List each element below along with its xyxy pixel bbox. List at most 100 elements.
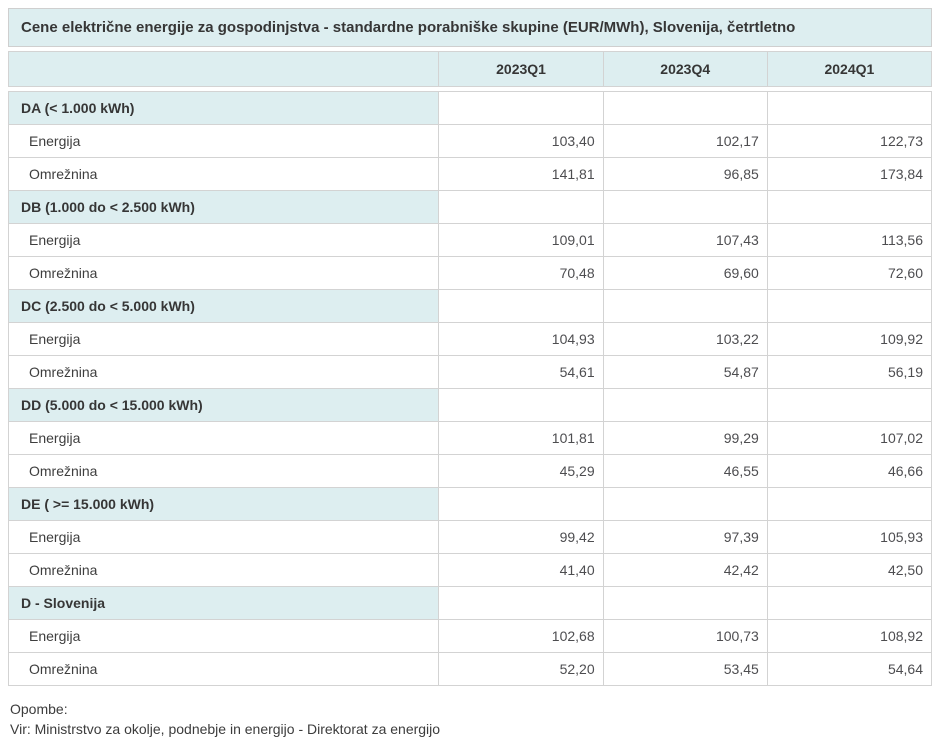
- row-label: Energija: [7, 520, 440, 554]
- empty-cell: [602, 190, 768, 224]
- value-cell: 54,61: [438, 355, 604, 389]
- value-cell: 103,22: [602, 322, 768, 356]
- source-line: Vir: Ministrstvo za okolje, podnebje in …: [10, 721, 441, 737]
- price-table: DA (< 1.000 kWh) Energija 103,40 102,17 …: [7, 91, 933, 686]
- row-label: Omrežnina: [7, 355, 440, 389]
- column-header-row: 2023Q1 2023Q4 2024Q1: [7, 51, 933, 87]
- value-cell: 70,48: [438, 256, 604, 290]
- table-title: Cene električne energije za gospodinjstv…: [8, 8, 932, 47]
- value-cell: 72,60: [766, 256, 933, 290]
- row-label: Omrežnina: [7, 157, 440, 191]
- empty-cell: [438, 487, 604, 521]
- value-cell: 104,93: [438, 322, 604, 356]
- group-header-row-da: DA (< 1.000 kWh): [7, 91, 933, 125]
- row-label: Energija: [7, 124, 440, 158]
- row-label: Energija: [7, 223, 440, 257]
- value-cell: 42,50: [766, 553, 933, 587]
- value-cell: 53,45: [602, 652, 768, 686]
- empty-cell: [766, 91, 933, 125]
- value-cell: 103,40: [438, 124, 604, 158]
- empty-cell: [766, 487, 933, 521]
- page: Cene električne energije za gospodinjstv…: [7, 8, 933, 737]
- value-cell: 113,56: [766, 223, 933, 257]
- table-row: Energija 101,81 99,29 107,02: [7, 421, 933, 455]
- value-cell: 141,81: [438, 157, 604, 191]
- table-row: Omrežnina 70,48 69,60 72,60: [7, 256, 933, 290]
- column-header-table: 2023Q1 2023Q4 2024Q1: [7, 51, 933, 87]
- empty-cell: [602, 91, 768, 125]
- value-cell: 102,68: [438, 619, 604, 653]
- empty-cell: [602, 586, 768, 620]
- row-label: Energija: [7, 619, 440, 653]
- group-label: D - Slovenija: [7, 586, 440, 620]
- row-label: Omrežnina: [7, 256, 440, 290]
- value-cell: 107,02: [766, 421, 933, 455]
- empty-cell: [766, 388, 933, 422]
- table-row: Omrežnina 54,61 54,87 56,19: [7, 355, 933, 389]
- value-cell: 46,66: [766, 454, 933, 488]
- value-cell: 122,73: [766, 124, 933, 158]
- value-cell: 45,29: [438, 454, 604, 488]
- empty-cell: [438, 289, 604, 323]
- table-row: Energija 102,68 100,73 108,92: [7, 619, 933, 653]
- value-cell: 102,17: [602, 124, 768, 158]
- table-row: Omrežnina 41,40 42,42 42,50: [7, 553, 933, 587]
- value-cell: 54,87: [602, 355, 768, 389]
- table-row: Omrežnina 45,29 46,55 46,66: [7, 454, 933, 488]
- table-row: Energija 99,42 97,39 105,93: [7, 520, 933, 554]
- value-cell: 108,92: [766, 619, 933, 653]
- empty-cell: [766, 190, 933, 224]
- value-cell: 56,19: [766, 355, 933, 389]
- table-row: Energija 104,93 103,22 109,92: [7, 322, 933, 356]
- notes-label: Opombe:: [10, 701, 68, 717]
- row-label: Omrežnina: [7, 652, 440, 686]
- value-cell: 69,60: [602, 256, 768, 290]
- group-label: DB (1.000 do < 2.500 kWh): [7, 190, 440, 224]
- group-header-row-db: DB (1.000 do < 2.500 kWh): [7, 190, 933, 224]
- value-cell: 54,64: [766, 652, 933, 686]
- empty-cell: [602, 487, 768, 521]
- column-header-2024q1: 2024Q1: [766, 51, 933, 87]
- group-label: DE ( >= 15.000 kWh): [7, 487, 440, 521]
- value-cell: 41,40: [438, 553, 604, 587]
- value-cell: 173,84: [766, 157, 933, 191]
- empty-cell: [438, 586, 604, 620]
- row-label: Omrežnina: [7, 553, 440, 587]
- group-header-row-dc: DC (2.500 do < 5.000 kWh): [7, 289, 933, 323]
- value-cell: 46,55: [602, 454, 768, 488]
- empty-cell: [766, 289, 933, 323]
- value-cell: 101,81: [438, 421, 604, 455]
- empty-cell: [438, 190, 604, 224]
- empty-cell: [766, 586, 933, 620]
- value-cell: 97,39: [602, 520, 768, 554]
- table-footer: Opombe: Vir: Ministrstvo za okolje, podn…: [10, 699, 932, 739]
- group-label: DA (< 1.000 kWh): [7, 91, 440, 125]
- group-label: DD (5.000 do < 15.000 kWh): [7, 388, 440, 422]
- empty-cell: [602, 289, 768, 323]
- value-cell: 100,73: [602, 619, 768, 653]
- table-row: Energija 109,01 107,43 113,56: [7, 223, 933, 257]
- table-row: Omrežnina 52,20 53,45 54,64: [7, 652, 933, 686]
- table-row: Energija 103,40 102,17 122,73: [7, 124, 933, 158]
- column-header-2023q4: 2023Q4: [602, 51, 768, 87]
- group-header-row-d-slovenija: D - Slovenija: [7, 586, 933, 620]
- value-cell: 109,92: [766, 322, 933, 356]
- column-header-2023q1: 2023Q1: [438, 51, 604, 87]
- empty-cell: [438, 388, 604, 422]
- value-cell: 42,42: [602, 553, 768, 587]
- row-label: Energija: [7, 421, 440, 455]
- group-header-row-de: DE ( >= 15.000 kWh): [7, 487, 933, 521]
- empty-cell: [602, 388, 768, 422]
- row-label-header-cell: [7, 51, 440, 87]
- row-label: Omrežnina: [7, 454, 440, 488]
- empty-cell: [438, 91, 604, 125]
- table-row: Omrežnina 141,81 96,85 173,84: [7, 157, 933, 191]
- group-header-row-dd: DD (5.000 do < 15.000 kWh): [7, 388, 933, 422]
- value-cell: 52,20: [438, 652, 604, 686]
- row-label: Energija: [7, 322, 440, 356]
- value-cell: 99,42: [438, 520, 604, 554]
- value-cell: 99,29: [602, 421, 768, 455]
- value-cell: 107,43: [602, 223, 768, 257]
- value-cell: 109,01: [438, 223, 604, 257]
- group-label: DC (2.500 do < 5.000 kWh): [7, 289, 440, 323]
